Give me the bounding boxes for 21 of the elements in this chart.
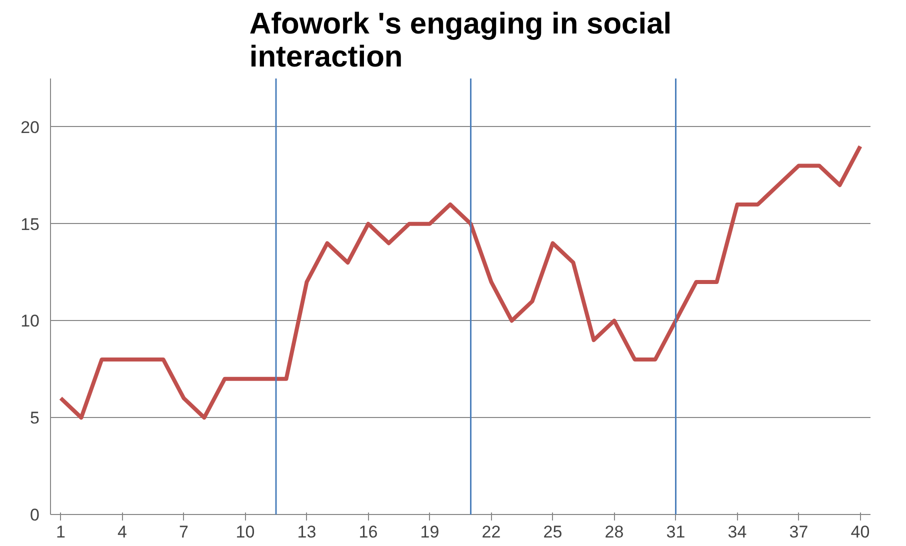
x-tick-label: 13 [297, 522, 316, 542]
x-tick-label: 22 [482, 522, 501, 542]
x-tick-label: 40 [850, 522, 870, 542]
y-tick-label: 5 [30, 408, 40, 428]
x-tick-label: 34 [728, 522, 747, 542]
x-tick-label: 28 [604, 522, 624, 542]
x-tick-label: 19 [420, 522, 440, 542]
x-tick-label: 37 [789, 522, 808, 542]
x-tick-label: 7 [179, 522, 188, 542]
y-tick-label: 0 [30, 506, 40, 524]
y-tick-label: 10 [20, 312, 40, 331]
chart-title: Afowork 's engaging in social interaction [249, 8, 672, 74]
x-tick-label: 16 [358, 522, 378, 542]
line-series [58, 144, 862, 420]
x-tick-label: 31 [666, 522, 686, 542]
x-tick-label: 25 [543, 522, 562, 542]
x-tick-label: 1 [56, 522, 66, 542]
x-tick-label: 10 [236, 522, 255, 542]
y-tick-label: 20 [20, 118, 40, 137]
y-tick-label: 15 [20, 214, 40, 234]
x-tick-label: 4 [118, 522, 127, 542]
